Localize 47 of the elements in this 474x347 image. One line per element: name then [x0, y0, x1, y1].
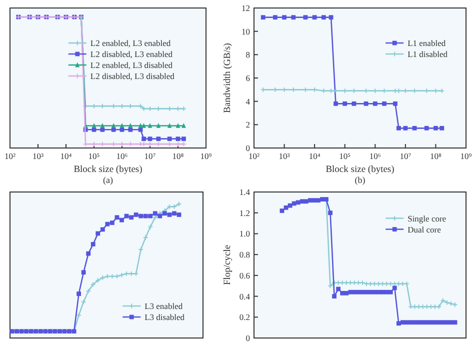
legend-label: Dual core — [408, 224, 442, 234]
legend-label: L3 enabled — [144, 301, 184, 311]
x-axis-title: Block size (bytes) — [74, 165, 142, 175]
x-tick-label: 10⁹ — [460, 151, 472, 161]
y-axis-title: Bandwidth (GB/s) — [223, 43, 233, 113]
x-tick-label: 10² — [248, 151, 260, 161]
y-tick-label: 0 — [246, 143, 250, 153]
legend-label: L2 disabled, L3 disabled — [90, 71, 176, 81]
y-tick-label: 1.0 — [239, 228, 250, 239]
y-tick-label: 1.2 — [239, 208, 250, 218]
text: (b) — [354, 175, 366, 185]
x-tick-label: 10⁷ — [144, 151, 156, 161]
y-tick-label: 0 — [246, 333, 250, 343]
x-tick-label: 10⁴ — [60, 151, 72, 161]
x-tick-label: 10⁵ — [88, 151, 100, 161]
x-tick-label: 10⁶ — [369, 151, 381, 161]
legend-label: L1 disabled — [408, 49, 448, 59]
x-tick-label: 10³ — [278, 151, 290, 161]
legend-label: L1 enabled — [408, 38, 446, 48]
y-tick-label: 8 — [246, 50, 250, 60]
x-tick-label: 10⁴ — [308, 151, 320, 161]
text: (a) — [103, 175, 113, 185]
y-axis-title: Flop/cycle — [223, 244, 233, 286]
y-tick-label: 0.4 — [239, 291, 251, 302]
legend-label: Single core — [408, 213, 446, 224]
legend-label: L3 disabled — [144, 312, 186, 322]
y-tick-label: 2 — [246, 120, 250, 130]
y-tick-label: 4 — [246, 96, 251, 106]
y-tick-label: 6 — [246, 73, 250, 83]
legend-label: L2 enabled, L3 enabled — [90, 38, 172, 48]
x-tick-label: 10⁹ — [200, 151, 212, 161]
x-tick-label: 10² — [4, 151, 16, 161]
x-tick-label: 10⁵ — [339, 151, 351, 161]
y-tick-label: 0.2 — [239, 312, 250, 322]
x-tick-label: 10⁷ — [400, 151, 412, 161]
y-tick-label: 1.4 — [239, 187, 251, 197]
y-tick-label: 10 — [242, 26, 250, 36]
x-tick-label: 10⁶ — [116, 151, 128, 161]
x-tick-label: 10³ — [32, 151, 44, 161]
y-tick-label: 0.8 — [239, 250, 250, 260]
x-axis-title: Block size (bytes) — [326, 165, 394, 175]
y-tick-label: 0.6 — [239, 270, 250, 280]
legend-label: L2 disabled, L3 enabled — [90, 49, 174, 59]
y-tick-label: 12 — [242, 3, 250, 13]
legend-label: L2 enabled, L3 disabled — [90, 60, 174, 70]
x-tick-label: 10⁸ — [172, 151, 184, 161]
x-tick-label: 10⁸ — [430, 151, 442, 161]
